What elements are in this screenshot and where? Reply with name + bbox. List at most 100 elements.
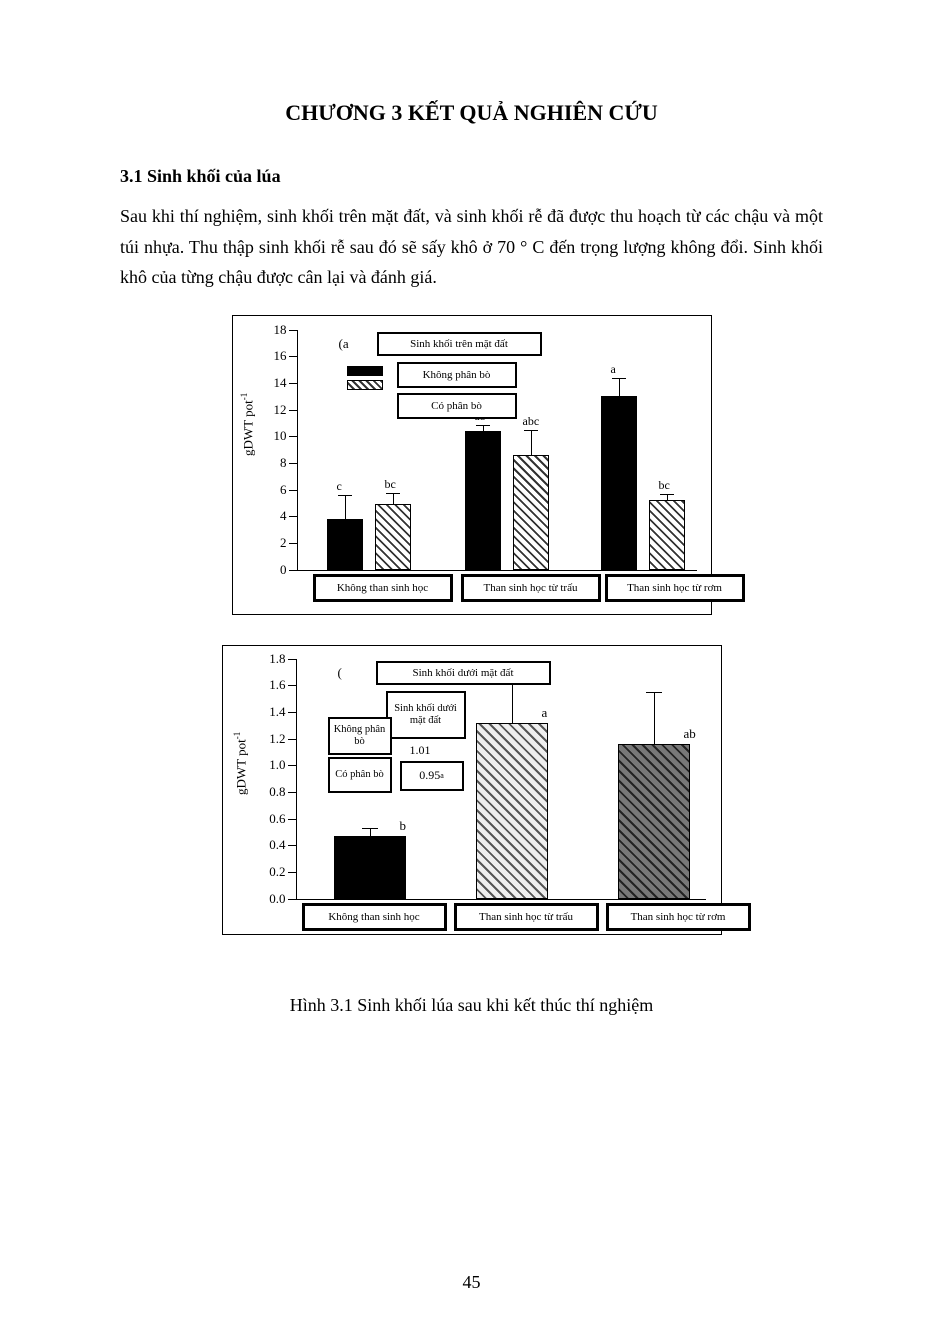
chapter-title: CHƯƠNG 3 KẾT QUẢ NGHIÊN CỨU: [120, 100, 823, 126]
value-1.01: 1.01: [410, 743, 431, 758]
legend-no-manure-box: Không phân bò: [397, 362, 517, 388]
y-tick-label: 0.4: [256, 837, 286, 853]
bar-solid: [327, 519, 363, 570]
legend-box-2: Sinh khối dưới mặt đất: [386, 691, 466, 739]
y-tick-label: 18: [259, 322, 287, 338]
legend-manure-box: Có phân bò: [328, 757, 392, 793]
x-axis: [297, 570, 697, 571]
x-category-box: Không than sinh học: [302, 903, 447, 931]
bar: [334, 836, 406, 899]
y-tick-label: 2: [259, 535, 287, 551]
y-tick-label: 1.2: [256, 731, 286, 747]
chart-title-box: Sinh khối trên mặt đất: [377, 332, 542, 356]
error-cap: [524, 430, 538, 431]
y-tick-label: 10: [259, 428, 287, 444]
error-bar: [393, 494, 394, 505]
y-tick-label: 4: [259, 508, 287, 524]
bar-hatch: [513, 455, 549, 570]
error-cap: [660, 494, 674, 495]
y-tick: [288, 899, 296, 900]
chart-title-box: Sinh khối dưới mặt đất: [376, 661, 551, 685]
sig-letter: a: [542, 705, 548, 721]
y-tick-label: 0.0: [256, 891, 286, 907]
y-tick-label: 1.4: [256, 704, 286, 720]
error-cap: [338, 495, 352, 496]
y-tick-label: 12: [259, 402, 287, 418]
value-box-0.95: 0.95a: [400, 761, 464, 791]
bar-hatch: [649, 500, 685, 569]
y-tick: [288, 819, 296, 820]
y-tick-label: 0: [259, 562, 287, 578]
sig-letter: bc: [385, 477, 396, 492]
sig-letter: c: [337, 479, 342, 494]
x-category-box: Than sinh học từ trấu: [454, 903, 599, 931]
y-tick: [288, 739, 296, 740]
error-bar: [619, 379, 620, 396]
error-bar: [370, 829, 371, 836]
sig-letter: abc: [523, 414, 540, 429]
chart-belowground: 0.0 0.2 0.4 0.6 0.8 1.0 1.2 1.4 1.6 1.8 gDWT pot-…: [222, 645, 722, 965]
sig-letter: a: [611, 362, 616, 377]
y-tick: [288, 845, 296, 846]
x-category-box: Than sinh học từ trấu: [461, 574, 601, 602]
error-cap: [362, 828, 378, 829]
y-tick: [289, 516, 297, 517]
error-cap: [612, 378, 626, 379]
sig-letter: ab: [684, 726, 696, 742]
y-tick: [289, 490, 297, 491]
bar-solid: [601, 396, 637, 569]
bar: [618, 744, 690, 899]
section-heading: 3.1 Sinh khối của lúa: [120, 166, 823, 187]
error-bar: [667, 495, 668, 500]
y-tick: [288, 659, 296, 660]
bar: [476, 723, 548, 899]
legend-no-manure-box: Không phân bò: [328, 717, 392, 755]
y-tick-label: 1.6: [256, 677, 286, 693]
y-tick-label: 0.8: [256, 784, 286, 800]
x-axis: [296, 899, 706, 900]
y-tick: [288, 685, 296, 686]
y-tick: [289, 410, 297, 411]
y-tick: [289, 383, 297, 384]
error-bar: [483, 426, 484, 431]
x-category-box: Than sinh học từ rơm: [606, 903, 751, 931]
y-tick-label: 8: [259, 455, 287, 471]
y-tick: [289, 463, 297, 464]
y-tick-label: 1.0: [256, 757, 286, 773]
legend-swatch-solid: [347, 366, 383, 376]
y-axis-label: gDWT pot-1: [239, 393, 256, 456]
x-category-box: Than sinh học từ rơm: [605, 574, 745, 602]
error-cap: [646, 692, 662, 693]
x-category-box: Không than sinh học: [313, 574, 453, 602]
y-tick-label: 0.6: [256, 811, 286, 827]
y-tick: [289, 356, 297, 357]
y-tick: [288, 792, 296, 793]
error-bar: [654, 693, 655, 744]
figure-caption: Hình 3.1 Sinh khối lúa sau khi kết thúc …: [120, 995, 823, 1016]
y-tick: [289, 543, 297, 544]
y-axis-label: gDWT pot-1: [232, 732, 249, 795]
legend-swatch-hatch: [347, 380, 383, 390]
y-tick-label: 14: [259, 375, 287, 391]
bar-solid: [465, 431, 501, 570]
body-paragraph: Sau khi thí nghiệm, sinh khối trên mặt đ…: [120, 201, 823, 293]
y-tick: [289, 436, 297, 437]
legend-manure-box: Có phân bò: [397, 393, 517, 419]
y-tick-label: 1.8: [256, 651, 286, 667]
error-bar: [531, 431, 532, 455]
chart-aboveground: 024681012141618 gDWT pot-1 (a cbcababcab…: [232, 315, 712, 615]
y-tick-label: 6: [259, 482, 287, 498]
y-tick-label: 16: [259, 348, 287, 364]
y-tick-label: 0.2: [256, 864, 286, 880]
sig-letter: b: [400, 818, 407, 834]
error-cap: [386, 493, 400, 494]
error-cap: [476, 425, 490, 426]
y-tick: [288, 712, 296, 713]
y-tick: [289, 330, 297, 331]
error-bar: [512, 685, 513, 722]
y-tick: [289, 570, 297, 571]
page-number: 45: [0, 1272, 943, 1293]
error-bar: [345, 496, 346, 519]
sig-letter: bc: [659, 478, 670, 493]
y-tick: [288, 872, 296, 873]
